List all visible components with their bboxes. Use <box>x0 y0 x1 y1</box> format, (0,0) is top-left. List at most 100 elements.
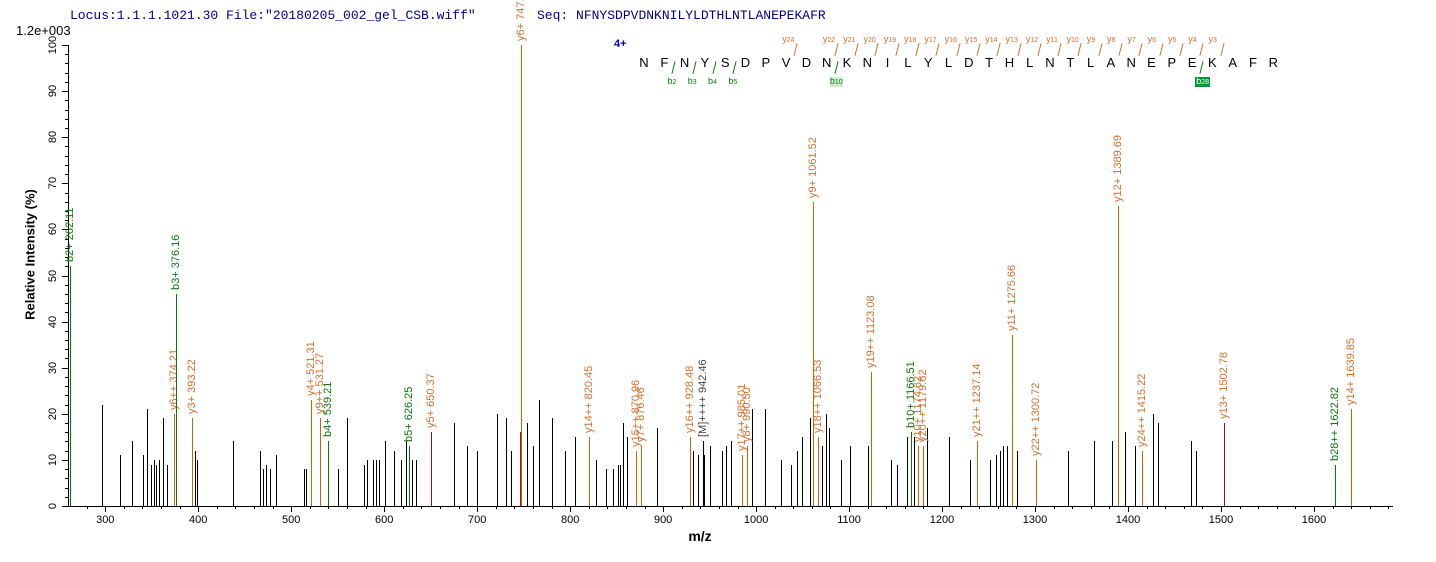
peak <box>197 459 199 506</box>
y-ion-marker-label: y6 <box>1147 34 1157 45</box>
y-ion-marker-label: y8 <box>1107 34 1116 45</box>
x-minor-tick <box>347 506 348 509</box>
peak <box>266 464 268 506</box>
peak <box>132 441 134 506</box>
x-minor-tick <box>495 506 497 509</box>
y-ion-cleavage-mark <box>996 43 1001 56</box>
peak <box>415 459 417 506</box>
residue: D <box>964 55 974 70</box>
peak <box>897 464 899 506</box>
peak <box>1017 450 1019 506</box>
y-ion-cleavage-mark <box>834 43 839 56</box>
peak <box>626 436 628 506</box>
residue: P <box>761 55 771 70</box>
peak <box>574 436 576 506</box>
peak <box>394 450 396 506</box>
b-ion-marker-label: b3 <box>687 76 697 87</box>
x-minor-tick <box>718 506 720 509</box>
y-major-tick <box>62 413 69 415</box>
peak <box>927 427 929 506</box>
fragment-peak <box>747 446 749 506</box>
residue: F <box>660 55 669 70</box>
peak <box>867 446 869 506</box>
residue: V <box>781 55 791 70</box>
y-minor-tick <box>65 450 69 452</box>
peak-label: y14++ 820.45 <box>583 365 596 433</box>
y-major-tick <box>62 506 69 507</box>
y-ion-cleavage-mark <box>1199 43 1204 56</box>
precursor-charge-label: 4+ <box>614 38 627 50</box>
x-major-tick <box>291 506 293 512</box>
peak <box>147 409 149 506</box>
x-minor-tick <box>607 506 609 509</box>
peak <box>519 432 521 506</box>
y-minor-tick <box>65 303 69 305</box>
y-tick-label: 40 <box>47 315 59 328</box>
fragment-peak <box>589 436 591 506</box>
fragment-peak <box>813 201 815 506</box>
x-tick-label: 1000 <box>743 514 769 526</box>
x-minor-tick <box>123 506 125 509</box>
fragment-peak <box>918 446 920 506</box>
fragment-peak <box>923 446 925 506</box>
residue: L <box>904 55 912 70</box>
fragment-peak <box>431 432 433 506</box>
y-minor-tick <box>65 257 69 259</box>
peak <box>828 427 830 506</box>
x-minor-tick <box>923 506 925 509</box>
fragment-peak <box>1142 450 1144 506</box>
y-ion-cleavage-mark <box>1016 43 1022 56</box>
x-minor-tick <box>161 506 163 509</box>
peak <box>378 459 380 506</box>
peak <box>347 418 348 506</box>
y-minor-tick <box>65 54 69 56</box>
x-minor-tick <box>402 506 404 509</box>
x-major-tick <box>1035 506 1037 512</box>
y-minor-tick <box>65 349 69 351</box>
residue: Y <box>923 55 933 70</box>
x-major-tick <box>942 506 944 512</box>
y-minor-tick <box>65 155 69 157</box>
peak <box>385 441 387 506</box>
y-minor-tick <box>65 238 69 240</box>
peak <box>620 464 622 506</box>
y-minor-tick <box>65 164 69 166</box>
y-ion-marker-label: y10 <box>1066 34 1079 45</box>
peak-label: b3+ 376.16 <box>170 234 183 290</box>
peak <box>159 459 161 506</box>
x-minor-tick <box>886 506 888 509</box>
y-minor-tick <box>65 330 69 332</box>
x-minor-tick <box>216 506 218 509</box>
x-major-tick <box>663 506 665 512</box>
absolute-intensity-scale: 1.2e+003 <box>16 23 71 38</box>
b-ion-marker-label: b10 <box>829 76 843 87</box>
y-major-tick <box>62 367 69 369</box>
x-tick-label: 1100 <box>837 514 861 526</box>
x-minor-tick <box>1239 506 1241 509</box>
peak <box>453 423 455 506</box>
x-minor-tick <box>86 506 88 509</box>
fragment-peak <box>327 441 329 506</box>
x-minor-tick <box>1146 506 1148 509</box>
peak-label: y18++ 1066.53 <box>811 359 824 433</box>
y-minor-tick <box>65 441 69 443</box>
x-minor-tick <box>1351 506 1353 509</box>
plot-area[interactable]: 300 400 500 600 700 800 900 1000 1100 1200 1300 140… <box>47 0 1393 526</box>
x-minor-tick <box>1369 506 1371 509</box>
b-ion-marker-label: b5 <box>728 76 738 87</box>
y-ion-cleavage-mark <box>976 43 981 56</box>
y-minor-tick <box>65 496 69 498</box>
x-tick-label: 300 <box>96 514 115 526</box>
y-ion-marker-label: y15 <box>964 34 978 45</box>
x-major-tick <box>384 506 386 512</box>
peak <box>825 413 827 506</box>
x-major-tick <box>105 506 107 512</box>
y-tick-label: 70 <box>47 177 59 190</box>
y-ion-marker-label: y9 <box>1086 34 1096 45</box>
header-locus-file: Locus:1.1.1.1021.30 File:"20180205_002_g… <box>70 8 476 23</box>
y-minor-tick <box>65 192 69 194</box>
peak <box>276 455 278 506</box>
x-minor-tick <box>774 506 776 509</box>
peak <box>304 469 306 506</box>
